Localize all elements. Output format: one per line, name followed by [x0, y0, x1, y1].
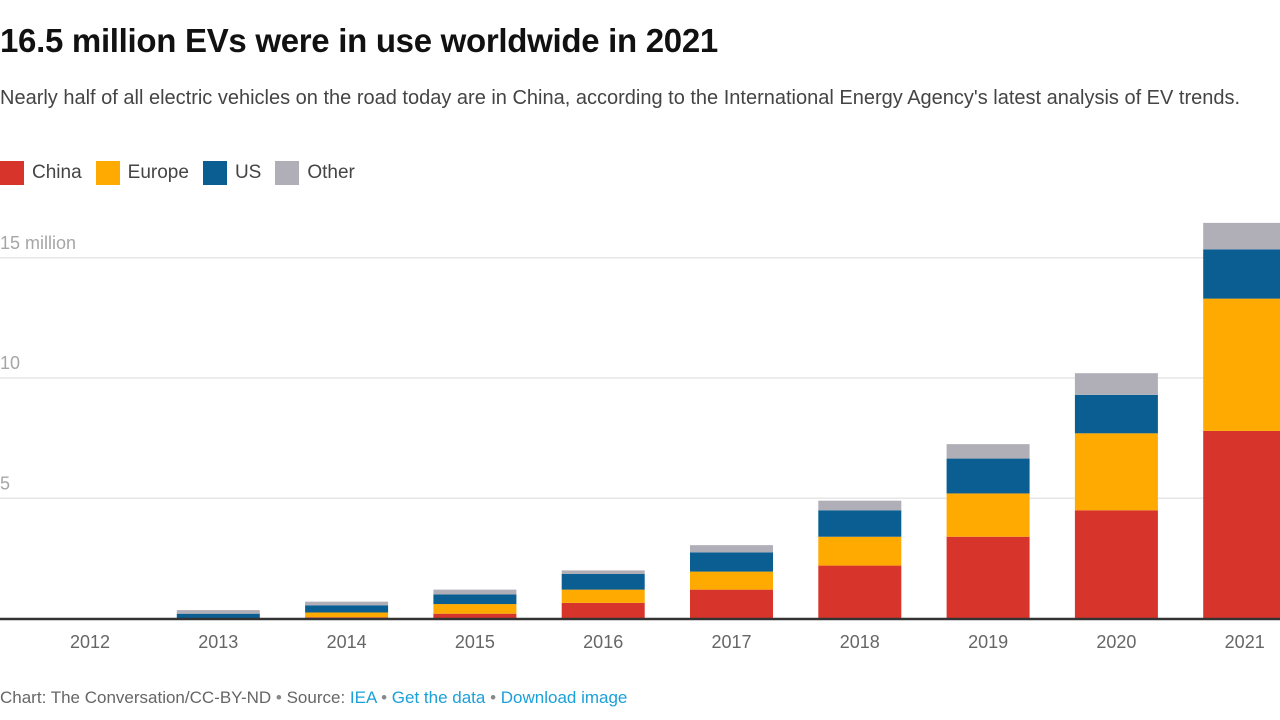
- y-tick-label-10: 10: [0, 353, 20, 373]
- bar-stack-2021: [1203, 222, 1280, 619]
- bar-us-2017: [690, 552, 773, 572]
- x-axis-tick-labels: 2012 2013 2014 2015 2016 2017 2018 2019 2020 2021: [70, 632, 1265, 652]
- source-label: Source:: [286, 688, 350, 707]
- bar-china-2017: [690, 589, 773, 619]
- footer-separator: •: [271, 688, 287, 707]
- x-tick-label-2014: 2014: [327, 632, 367, 652]
- legend: China Europe US Other: [0, 160, 369, 185]
- bar-other-2014: [305, 601, 389, 606]
- legend-label-china: China: [32, 161, 82, 183]
- bar-stack-2015: [433, 589, 517, 619]
- bar-us-2021: [1203, 249, 1280, 299]
- bar-europe-2016: [561, 589, 645, 603]
- bar-stack-2019: [946, 444, 1030, 619]
- legend-label-europe: Europe: [127, 161, 189, 183]
- bar-us-2013: [176, 613, 260, 619]
- bar-other-2013: [176, 610, 260, 614]
- footer-separator: •: [376, 688, 392, 707]
- chart-footer: Chart: The Conversation/CC-BY-ND • Sourc…: [0, 688, 627, 708]
- legend-swatch-other: [275, 160, 300, 185]
- bar-stack-2020: [1074, 373, 1158, 619]
- bar-other-2021: [1203, 222, 1280, 250]
- download-image-link[interactable]: Download image: [500, 688, 628, 707]
- bar-europe-2020: [1074, 433, 1158, 511]
- chart-subtitle: Nearly half of all electric vehicles on …: [0, 87, 1241, 109]
- legend-swatch-china: [0, 160, 24, 185]
- bar-stack-2017: [690, 545, 773, 619]
- bar-other-2019: [946, 444, 1030, 459]
- legend-swatch-us: [202, 160, 227, 185]
- bar-europe-2018: [818, 536, 902, 566]
- chart-credit: Chart: The Conversation/CC-BY-ND: [0, 688, 272, 707]
- x-tick-label-2020: 2020: [1096, 632, 1136, 652]
- x-tick-label-2013: 2013: [198, 632, 238, 652]
- bar-europe-2015: [433, 604, 517, 614]
- bar-other-2016: [561, 570, 645, 575]
- y-tick-label-15: 15 million: [0, 233, 76, 253]
- bar-china-2019: [946, 536, 1030, 619]
- bar-us-2019: [946, 458, 1030, 494]
- bar-stack-2018: [818, 500, 902, 619]
- bar-other-2020: [1074, 373, 1158, 395]
- legend-item-other: Other: [275, 160, 355, 185]
- bar-us-2016: [561, 574, 645, 590]
- bar-us-2015: [433, 594, 517, 605]
- bar-other-2017: [690, 545, 773, 553]
- bar-europe-2019: [946, 493, 1030, 537]
- legend-swatch-europe: [95, 160, 120, 185]
- legend-item-us: US: [202, 160, 262, 185]
- legend-label-other: Other: [307, 161, 355, 183]
- bar-us-2014: [305, 605, 389, 613]
- source-link-iea[interactable]: IEA: [349, 688, 377, 707]
- bar-europe-2014: [305, 612, 389, 618]
- bar-stack-2016: [561, 570, 645, 619]
- legend-item-europe: Europe: [95, 160, 189, 185]
- gridlines: [0, 257, 1280, 499]
- x-tick-label-2019: 2019: [968, 632, 1008, 652]
- bar-other-2018: [818, 500, 902, 511]
- x-tick-label-2018: 2018: [840, 632, 880, 652]
- bar-stack-2014: [305, 601, 389, 619]
- x-tick-label-2017: 2017: [711, 632, 751, 652]
- bar-china-2021: [1203, 430, 1280, 619]
- bar-china-2016: [561, 602, 645, 619]
- bar-china-2020: [1074, 510, 1158, 619]
- bar-us-2018: [818, 510, 902, 537]
- bar-europe-2017: [690, 571, 773, 590]
- chart-title: 16.5 million EVs were in use worldwide i…: [0, 22, 718, 59]
- bar-other-2015: [433, 589, 517, 595]
- y-axis-tick-labels: 5 10 15 million: [0, 233, 76, 494]
- x-tick-label-2021: 2021: [1225, 632, 1265, 652]
- y-tick-label-5: 5: [0, 473, 10, 493]
- get-the-data-link[interactable]: Get the data: [391, 688, 486, 707]
- bar-stack-2013: [176, 610, 260, 619]
- x-tick-label-2016: 2016: [583, 632, 623, 652]
- x-tick-label-2012: 2012: [70, 632, 110, 652]
- x-tick-label-2015: 2015: [455, 632, 495, 652]
- bar-china-2015: [433, 613, 517, 619]
- legend-label-us: US: [234, 161, 262, 183]
- footer-separator: •: [485, 688, 501, 707]
- bar-china-2018: [818, 565, 902, 619]
- legend-item-china: China: [0, 160, 82, 185]
- bar-us-2020: [1074, 394, 1158, 434]
- bar-europe-2021: [1203, 298, 1280, 431]
- bars: [48, 222, 1280, 619]
